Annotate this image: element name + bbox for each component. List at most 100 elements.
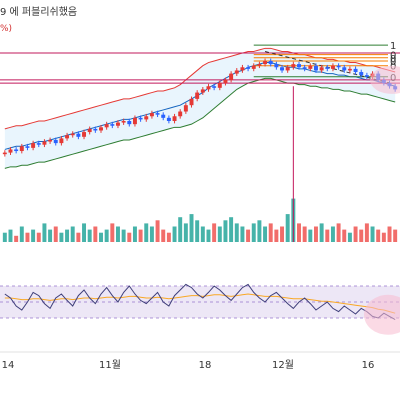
candle-body xyxy=(25,146,30,148)
candle-body xyxy=(325,67,330,69)
candle-body xyxy=(127,121,132,125)
bollinger-lower-line xyxy=(4,77,396,169)
bollinger-band-fill xyxy=(4,48,396,169)
volume-bar xyxy=(93,226,98,242)
volume-bar xyxy=(280,226,285,242)
volume-bar xyxy=(149,226,154,242)
candle-body xyxy=(347,68,352,71)
candle-body xyxy=(285,67,290,71)
volume-bar xyxy=(319,223,324,242)
volume-bar xyxy=(161,229,166,242)
candle-body xyxy=(183,105,188,112)
candle-body xyxy=(268,60,273,65)
volume-bar xyxy=(274,229,279,242)
candle-body xyxy=(302,67,307,69)
candle-body xyxy=(82,132,87,137)
candle-body xyxy=(353,68,358,73)
volume-bar xyxy=(246,229,251,242)
volume-bar xyxy=(172,226,177,242)
candle-body xyxy=(161,114,166,118)
volume-bar xyxy=(297,223,301,242)
candle-body xyxy=(178,111,183,117)
volume-bar xyxy=(14,235,19,242)
candle-body xyxy=(313,65,318,71)
volume-bar xyxy=(183,223,188,242)
volume-bar xyxy=(42,223,47,242)
volume-bar xyxy=(36,232,41,242)
volume-bar xyxy=(178,217,183,242)
volume-bar xyxy=(370,226,375,242)
candle-body xyxy=(59,138,64,144)
candle-body xyxy=(336,65,341,68)
candle-body xyxy=(2,152,7,155)
candle-body xyxy=(31,143,36,148)
candle-body xyxy=(53,139,58,144)
candle-body xyxy=(246,67,251,69)
candle-body xyxy=(76,133,81,137)
candle-body xyxy=(291,64,296,68)
candle-body xyxy=(319,67,324,71)
volume-bar xyxy=(166,232,171,242)
candle-body xyxy=(93,128,98,131)
candle-body xyxy=(189,98,194,106)
candle-body xyxy=(212,86,217,88)
candle-body xyxy=(36,143,41,145)
publish-caption: 9 에 퍼블리쉬했음 xyxy=(0,7,78,18)
fib-level-label: 0 xyxy=(390,57,396,68)
volume-bar xyxy=(25,232,30,242)
volume-bar xyxy=(115,226,120,242)
candle-body xyxy=(110,124,115,126)
volume-bar xyxy=(127,232,132,242)
volume-bar xyxy=(302,226,307,242)
rsi-highlight-circle xyxy=(364,294,400,335)
volume-bar xyxy=(229,217,234,242)
candle-body xyxy=(65,135,70,139)
volume-bar xyxy=(87,229,92,242)
volume-bar xyxy=(31,229,36,242)
volume-bar xyxy=(285,214,290,242)
volume-bar xyxy=(313,226,318,242)
candle-body xyxy=(132,117,137,125)
volume-bar xyxy=(263,226,268,242)
candle-body xyxy=(280,67,285,71)
volume-bar xyxy=(70,226,75,242)
volume-bar xyxy=(376,229,381,242)
candle-body xyxy=(308,65,313,69)
x-tick-label: 18 xyxy=(199,360,212,371)
candle-body xyxy=(251,65,256,69)
candle-body xyxy=(14,149,19,152)
candle-body xyxy=(121,121,126,123)
x-tick-label: 14 xyxy=(2,360,15,371)
volume-bar xyxy=(387,226,392,242)
volume-bar xyxy=(217,226,222,242)
volume-bar xyxy=(308,229,313,242)
candle-body xyxy=(8,149,13,153)
candle-body xyxy=(217,83,222,88)
fib-level-label: 0 xyxy=(390,51,396,62)
volume-bar xyxy=(144,223,149,242)
volume-bar xyxy=(76,232,81,242)
candle-body xyxy=(263,60,268,65)
volume-bar xyxy=(138,229,143,242)
candle-body xyxy=(42,141,47,145)
volume-bar xyxy=(104,229,109,242)
volume-bar xyxy=(121,229,126,242)
candle-body xyxy=(48,139,53,142)
highlight-circle xyxy=(370,65,400,94)
candle-body xyxy=(70,133,75,136)
volume-bar xyxy=(353,226,358,242)
volume-bar xyxy=(53,226,58,242)
candle-body xyxy=(149,113,154,117)
volume-bar xyxy=(336,223,341,242)
volume-bar xyxy=(364,223,369,242)
candle-body xyxy=(223,79,228,84)
volume-bar xyxy=(2,232,7,242)
volume-bar xyxy=(234,223,239,242)
x-tick-label: 11월 xyxy=(99,359,121,371)
volume-bar xyxy=(251,223,256,242)
volume-bar xyxy=(110,223,115,242)
candle-body xyxy=(166,117,171,121)
candle-body xyxy=(99,127,103,131)
candle-body xyxy=(19,146,24,152)
